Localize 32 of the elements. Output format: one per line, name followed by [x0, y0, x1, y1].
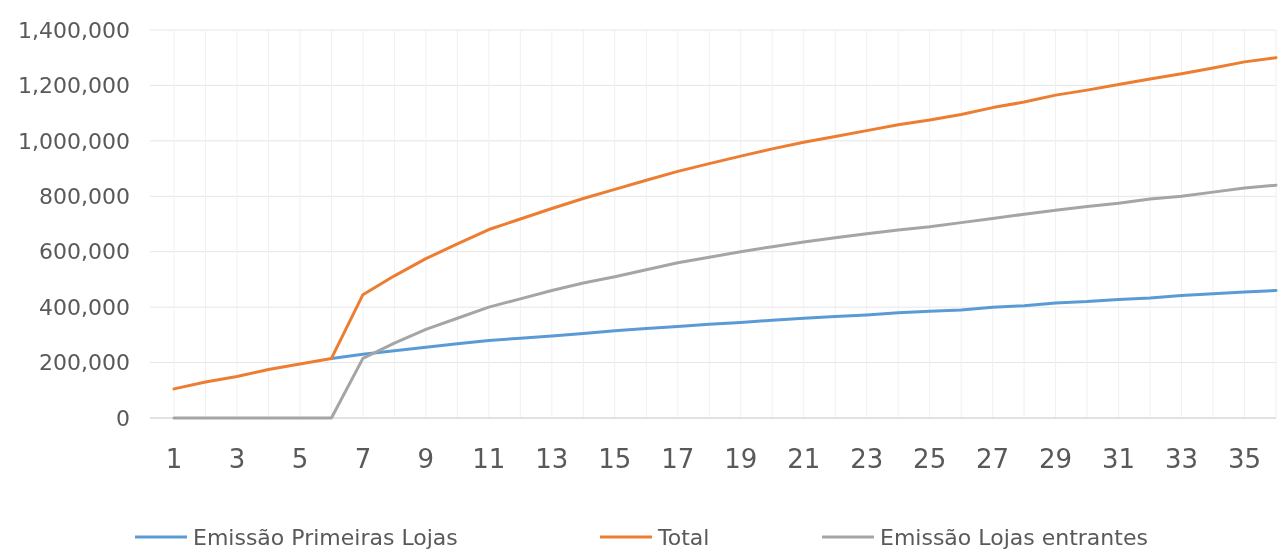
- line-series: [172, 183, 1278, 420]
- y-tick-label: 1,400,000: [18, 17, 130, 43]
- y-tick-label: 800,000: [39, 183, 130, 209]
- x-tick-label: 31: [1102, 444, 1136, 474]
- x-tick-label: 7: [354, 444, 372, 474]
- y-tick-label: 200,000: [39, 350, 130, 376]
- y-tick-label: 1,200,000: [18, 73, 130, 99]
- x-tick-label: 23: [850, 444, 884, 474]
- x-tick-label: 1: [165, 444, 183, 474]
- x-tick-label: 21: [787, 444, 821, 474]
- x-tick-label: 27: [976, 444, 1010, 474]
- x-tick-label: 3: [228, 444, 246, 474]
- x-tick-label: 15: [598, 444, 632, 474]
- y-tick-label: 1,000,000: [18, 128, 130, 154]
- x-tick-label: 13: [535, 444, 569, 474]
- x-tick-label: 35: [1227, 444, 1262, 474]
- x-tick-label: 29: [1039, 444, 1073, 474]
- x-tick-label: 11: [472, 444, 506, 474]
- x-tick-label: 5: [291, 444, 309, 474]
- legend-label: Emissão Primeiras Lojas: [193, 524, 458, 549]
- x-tick-label: 25: [913, 444, 947, 474]
- line-series: [172, 56, 1278, 391]
- y-tick-label: 0: [116, 405, 130, 431]
- x-tick-label: 33: [1165, 444, 1199, 474]
- y-tick-label: 600,000: [39, 239, 130, 265]
- x-tick-label: 9: [417, 444, 435, 474]
- x-tick-label: 19: [724, 444, 758, 474]
- line-series: [329, 289, 1278, 360]
- y-tick-label: 400,000: [39, 294, 130, 320]
- legend-label: Total: [657, 524, 710, 549]
- legend-label: Emissão Lojas entrantes: [880, 524, 1148, 549]
- x-tick-label: 17: [661, 444, 695, 474]
